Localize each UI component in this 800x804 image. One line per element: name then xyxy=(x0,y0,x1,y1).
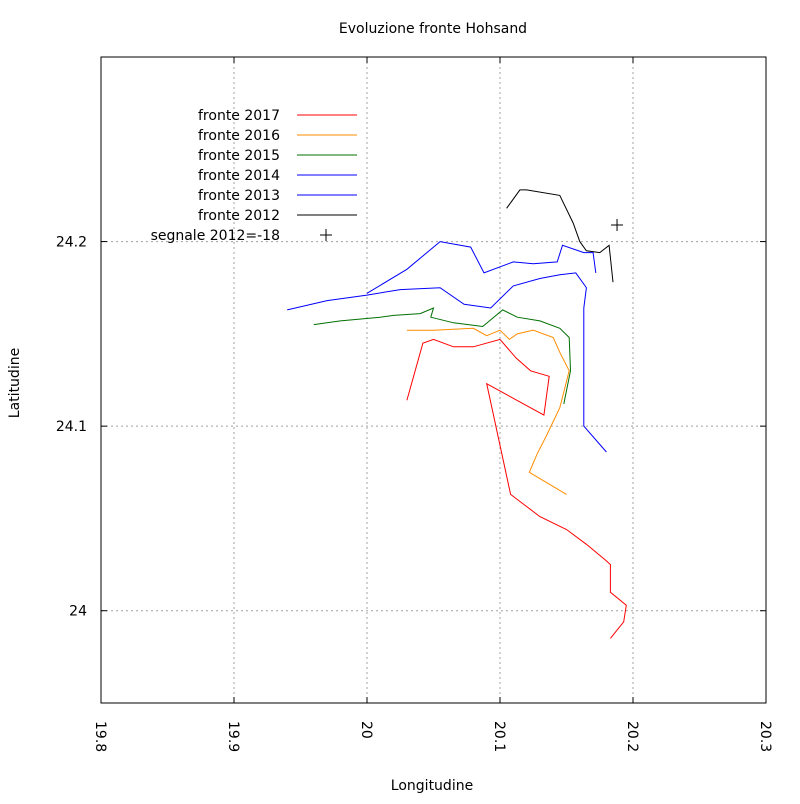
x-tick-label: 20.3 xyxy=(757,721,773,752)
legend-label: segnale 2012=-18 xyxy=(151,228,280,244)
series-line-3 xyxy=(366,241,597,294)
legend-label: fronte 2014 xyxy=(198,168,280,184)
legend-label: fronte 2016 xyxy=(198,128,280,144)
x-axis: 19.8 19.9 20 20.1 20.2 20.3 xyxy=(92,57,773,752)
x-tick-label: 19.9 xyxy=(225,721,241,752)
legend: fronte 2017 fronte 2016 fronte 2015 fronte … xyxy=(151,108,357,244)
series-line-0 xyxy=(406,338,627,639)
y-tick-label: 24.2 xyxy=(56,235,87,251)
grid xyxy=(101,57,766,703)
legend-marker xyxy=(320,229,332,241)
legend-label: fronte 2015 xyxy=(198,148,280,164)
plot-frame xyxy=(100,56,767,704)
series-line-1 xyxy=(406,327,570,495)
y-axis-label: Latitudine xyxy=(7,348,23,418)
series-line-5 xyxy=(506,189,614,283)
x-tick-label: 20.2 xyxy=(624,721,640,752)
legend-label: fronte 2012 xyxy=(198,208,280,224)
x-axis-label: Longitudine xyxy=(391,778,473,794)
series-line-2 xyxy=(313,307,572,405)
legend-label: fronte 2017 xyxy=(198,108,280,124)
y-tick-label: 24.1 xyxy=(56,419,87,435)
y-axis: 24 24.1 24.2 xyxy=(56,235,766,620)
x-tick-label: 19.8 xyxy=(92,721,108,752)
x-tick-label: 20 xyxy=(358,721,374,739)
marker-point-0 xyxy=(611,218,624,231)
x-tick-label: 20.1 xyxy=(491,721,507,752)
series-line-4 xyxy=(287,272,607,453)
marker-layer xyxy=(611,218,624,231)
legend-label: fronte 2013 xyxy=(198,188,280,204)
chart-title: Evoluzione fronte Hohsand xyxy=(339,21,527,37)
y-tick-label: 24 xyxy=(69,604,87,620)
series-layer xyxy=(287,189,627,639)
